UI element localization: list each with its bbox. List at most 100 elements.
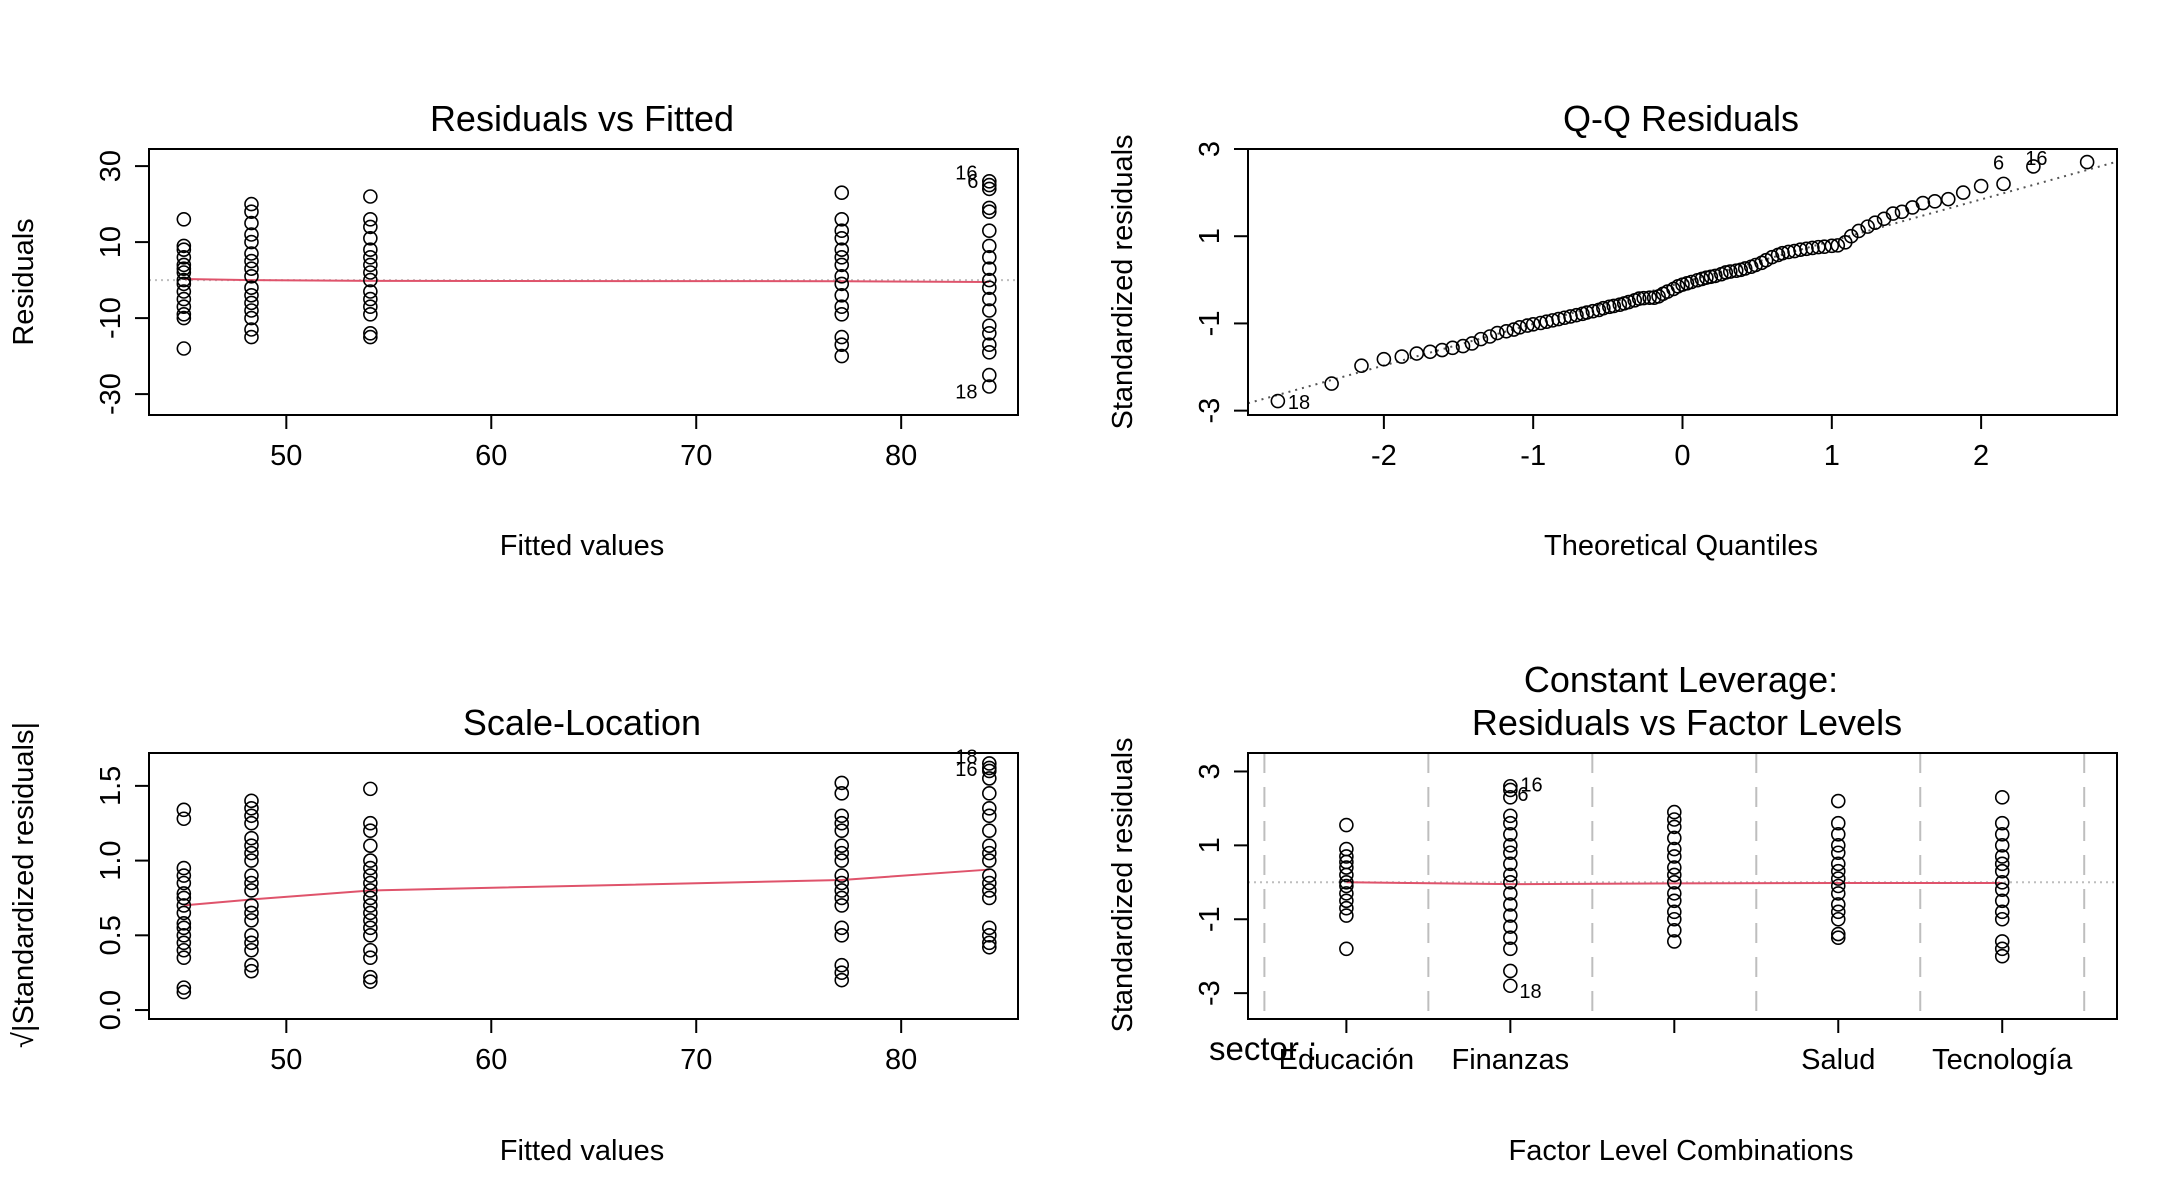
- data-point: [982, 249, 997, 265]
- data-point: [834, 875, 850, 891]
- data-point: [363, 242, 378, 257]
- data-point: [982, 808, 997, 824]
- data-point: [1867, 215, 1883, 230]
- data-point: [244, 875, 259, 891]
- data-point: [1830, 911, 1846, 927]
- panel-title: Residuals vs Fitted: [430, 98, 734, 139]
- y-axis-label: √|Standardized residuals|: [8, 722, 40, 1048]
- data-point: [1684, 274, 1699, 290]
- data-point: [1506, 322, 1522, 337]
- y-axis-label: Standardized residuals: [1107, 737, 1139, 1032]
- data-point: [834, 268, 850, 284]
- point-id-label: 18: [1288, 392, 1310, 414]
- plot-frame: [1247, 752, 2118, 1020]
- data-point: [244, 287, 259, 303]
- y-tick-label: 1.0: [95, 840, 127, 880]
- data-point: [1503, 867, 1518, 883]
- data-point: [176, 811, 192, 827]
- data-point: [982, 920, 997, 936]
- data-point: [834, 185, 850, 200]
- plot-frame: [1247, 148, 2118, 416]
- data-point: [1830, 904, 1846, 920]
- data-point: [1830, 878, 1846, 894]
- x-tick-label: 80: [885, 440, 917, 472]
- data-point: [834, 957, 850, 973]
- data-point: [1503, 782, 1518, 798]
- data-point: [834, 883, 850, 898]
- data-point: [1830, 871, 1846, 886]
- data-point: [244, 793, 259, 809]
- data-point: [1585, 303, 1601, 319]
- data-point: [1994, 815, 2010, 831]
- panel-title: Constant Leverage:: [1524, 659, 1838, 700]
- data-point: [1994, 882, 2010, 897]
- data-point: [1503, 815, 1518, 831]
- data-point: [1519, 318, 1535, 333]
- data-point: [982, 261, 997, 277]
- x-tick-label: 70: [680, 440, 712, 472]
- smoother-line: [1346, 881, 2003, 886]
- data-point: [1394, 349, 1410, 364]
- point-labels: 166 18: [1517, 774, 1542, 1003]
- data-point: [176, 299, 192, 315]
- smoother-line: [183, 277, 990, 283]
- data-point: [176, 284, 192, 299]
- x-tick-label: Finanzas: [1452, 1044, 1570, 1076]
- data-point: [1339, 849, 1354, 864]
- data-point: [1667, 904, 1682, 920]
- data-point: [1503, 978, 1518, 994]
- data-point: [1667, 804, 1682, 820]
- data-point: [1830, 886, 1846, 901]
- data-point: [1994, 893, 2010, 909]
- data-point: [982, 223, 997, 238]
- data-point: [244, 246, 259, 261]
- data-point: [244, 234, 259, 250]
- data-point: [1667, 812, 1682, 827]
- residuals-vs-fitted-panel: Residuals vs Fitted Fitted values Residu…: [8, 98, 1019, 562]
- data-point: [244, 196, 259, 212]
- y-tick-label: 1: [1194, 228, 1226, 244]
- data-point: [244, 303, 259, 318]
- data-point: [244, 868, 259, 883]
- data-point: [1722, 264, 1738, 279]
- data-point: [1667, 923, 1682, 938]
- data-point: [1830, 238, 1846, 253]
- x-tick-label: 50: [270, 440, 302, 472]
- axis-ticks: 50 60 70 80 30 10 -10 -30: [95, 150, 917, 472]
- y-tick-label: -10: [95, 297, 127, 339]
- data-point: [1843, 228, 1859, 244]
- data-point: [244, 268, 259, 284]
- y-tick-label: 10: [95, 226, 127, 258]
- data-point: [1764, 249, 1780, 265]
- x-tick-label: 60: [475, 1044, 507, 1076]
- data-point: [982, 786, 997, 801]
- data-point: [244, 815, 259, 831]
- data-point: [834, 276, 850, 292]
- point-id-label: 16: [2025, 148, 2047, 170]
- plot-frame: [148, 148, 1019, 416]
- data-point: [1636, 290, 1651, 306]
- data-point: [982, 325, 997, 341]
- data-point: [1994, 934, 2010, 949]
- point-id-label: 16: [955, 759, 977, 781]
- data-point: [982, 291, 997, 307]
- x-tick-label: 2: [1973, 440, 1989, 472]
- y-tick-label: 0.0: [95, 990, 127, 1030]
- data-point: [1503, 838, 1518, 853]
- data-point: [176, 291, 192, 307]
- data-point: [1737, 261, 1753, 276]
- data-point: [363, 928, 378, 943]
- data-point: [363, 875, 378, 891]
- data-point: [176, 920, 192, 936]
- data-point: [1499, 323, 1514, 339]
- smoother-line: [183, 868, 990, 907]
- data-point: [1851, 223, 1866, 239]
- y-tick-label: -1: [1194, 311, 1226, 337]
- data-point: [982, 868, 997, 883]
- data-point: [1940, 191, 1956, 207]
- data-point: [1830, 856, 1846, 872]
- data-point: [176, 860, 192, 876]
- x-tick-label: Salud: [1801, 1044, 1875, 1076]
- data-point: [982, 181, 997, 197]
- data-point: [244, 215, 259, 231]
